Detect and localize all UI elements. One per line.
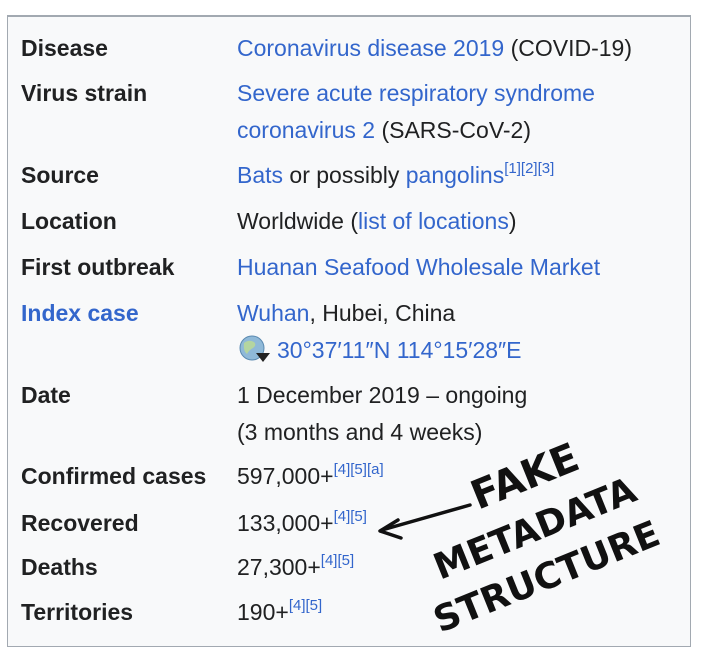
link-huanan-market[interactable]: Huanan Seafood Wholesale Market: [237, 254, 601, 280]
globe-icon[interactable]: [237, 334, 271, 364]
value-first-outbreak: Huanan Seafood Wholesale Market: [237, 249, 600, 285]
label-source: Source: [21, 162, 99, 188]
ref-1[interactable]: [1]: [504, 160, 521, 177]
value-location: Worldwide (list of locations): [237, 203, 517, 239]
label-first-outbreak: First outbreak: [21, 254, 175, 280]
link-sars-cov-2-part2[interactable]: coronavirus 2: [237, 117, 376, 143]
virus-abbrev: (SARS-CoV-2): [375, 117, 532, 143]
ref-4[interactable]: [4]: [288, 597, 306, 614]
disease-abbrev: (COVID-19): [504, 35, 633, 61]
value-source: Bats or possibly pangolins[1][2][3]: [237, 157, 554, 193]
value-virus-strain-line1: Severe acute respiratory syndrome: [237, 75, 595, 111]
source-text: or possibly: [283, 162, 406, 188]
link-pangolins[interactable]: pangolins: [405, 162, 505, 188]
label-index-case[interactable]: Index case: [21, 295, 139, 331]
link-bats[interactable]: Bats: [237, 162, 284, 188]
label-location: Location: [21, 208, 117, 234]
recovered-count: 133,000+: [237, 510, 334, 536]
value-deaths: 27,300+[4][5]: [237, 549, 354, 585]
ref-5[interactable]: [5]: [350, 461, 367, 478]
value-territories: 190+[4][5]: [237, 594, 322, 630]
link-coronavirus-disease-2019[interactable]: Coronavirus disease 2019: [237, 35, 505, 61]
value-coordinates: 30°37′11″N 114°15′28″E: [237, 332, 522, 368]
deaths-count: 27,300+: [237, 554, 321, 580]
infobox: Disease Coronavirus disease 2019 (COVID-…: [7, 15, 691, 647]
value-date-line1: 1 December 2019 – ongoing: [237, 382, 528, 408]
link-index-case[interactable]: Index case: [21, 300, 139, 326]
value-recovered: 133,000+[4][5]: [237, 505, 367, 541]
ref-5[interactable]: [5]: [305, 597, 323, 614]
link-list-of-locations[interactable]: list of locations: [358, 208, 509, 234]
ref-5[interactable]: [5]: [350, 508, 367, 525]
ref-4[interactable]: [4]: [333, 461, 351, 478]
label-territories: Territories: [21, 599, 134, 625]
ref-4[interactable]: [4]: [333, 508, 351, 525]
label-date: Date: [21, 382, 71, 408]
label-recovered: Recovered: [21, 510, 139, 536]
label-disease: Disease: [21, 35, 108, 61]
confirmed-count: 597,000+: [237, 463, 334, 489]
ref-5[interactable]: [5]: [337, 552, 355, 569]
value-disease: Coronavirus disease 2019 (COVID-19): [237, 30, 632, 66]
ref-4[interactable]: [4]: [320, 552, 338, 569]
label-confirmed-cases: Confirmed cases: [21, 463, 207, 489]
location-pre: Worldwide (: [237, 208, 358, 234]
value-date-line2: (3 months and 4 weeks): [237, 419, 483, 445]
ref-3[interactable]: [3]: [537, 160, 555, 177]
ref-a[interactable]: [a]: [366, 461, 384, 478]
label-deaths: Deaths: [21, 554, 98, 580]
link-sars-cov-2-part1[interactable]: Severe acute respiratory syndrome: [237, 80, 595, 106]
ref-2[interactable]: [2]: [520, 160, 538, 177]
index-case-location: , Hubei, China: [309, 300, 456, 326]
link-wuhan[interactable]: Wuhan: [237, 300, 310, 326]
location-post: ): [508, 208, 517, 234]
link-coordinates[interactable]: 30°37′11″N 114°15′28″E: [277, 337, 522, 363]
value-index-case: Wuhan, Hubei, China: [237, 295, 455, 331]
value-virus-strain-line2: coronavirus 2 (SARS-CoV-2): [237, 112, 531, 148]
territories-count: 190+: [237, 599, 289, 625]
label-virus-strain: Virus strain: [21, 80, 148, 106]
value-confirmed-cases: 597,000+[4][5][a]: [237, 458, 384, 494]
